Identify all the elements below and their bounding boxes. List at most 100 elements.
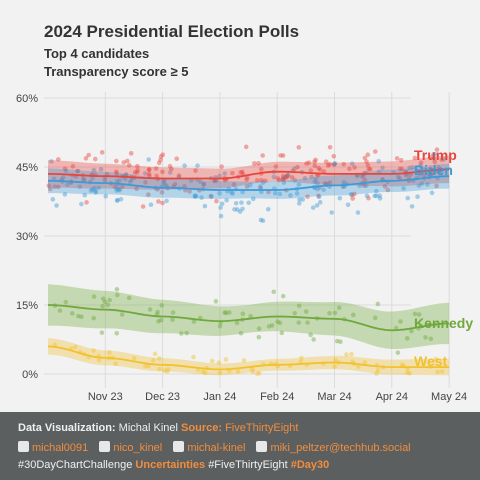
trump-poll-point xyxy=(277,177,282,183)
trump-poll-point xyxy=(429,172,434,178)
biden-poll-point xyxy=(265,206,271,212)
trump-poll-point xyxy=(231,182,237,187)
trump-poll-point xyxy=(280,153,286,158)
biden-poll-point xyxy=(65,182,70,187)
trump-poll-point xyxy=(317,167,323,172)
trump-poll-point xyxy=(259,177,264,183)
kennedy-poll-point xyxy=(256,326,262,331)
x-tick-label: Dec 23 xyxy=(145,391,180,403)
kennedy-poll-point xyxy=(114,287,120,292)
biden-poll-point xyxy=(103,193,109,199)
biden-poll-point xyxy=(89,187,95,192)
biden-poll-point xyxy=(349,161,355,166)
trump-poll-point xyxy=(278,153,283,158)
kennedy-poll-point xyxy=(119,312,125,317)
trump-poll-point xyxy=(154,173,159,179)
trump-poll-point xyxy=(360,174,366,179)
biden-poll-point xyxy=(337,195,343,201)
biden-poll-point xyxy=(218,205,223,210)
kennedy-poll-point xyxy=(222,310,227,315)
trump-poll-point xyxy=(266,189,271,195)
biden-poll-point xyxy=(98,166,104,172)
biden-poll-point xyxy=(148,202,154,207)
trump-poll-point xyxy=(296,145,302,150)
biden-poll-point xyxy=(49,159,54,164)
biden-poll-point xyxy=(115,186,120,192)
x-tick-label: Mar 24 xyxy=(317,391,351,403)
kennedy-poll-point xyxy=(114,331,120,336)
twitter-icon xyxy=(99,441,111,452)
trump-poll-point xyxy=(230,170,235,176)
biden-poll-point xyxy=(93,190,99,195)
trump-poll-point xyxy=(48,186,53,192)
trump-poll-point xyxy=(295,164,300,170)
kennedy-poll-point xyxy=(404,336,410,341)
biden-trend-line xyxy=(47,175,450,191)
trump-poll-point xyxy=(62,166,68,171)
twitter-handle[interactable]: nico_kinel xyxy=(113,442,163,454)
kennedy-poll-point xyxy=(79,314,84,319)
biden-poll-point xyxy=(209,194,214,199)
biden-poll-point xyxy=(123,176,128,182)
biden-poll-point xyxy=(432,151,437,157)
trump-poll-point xyxy=(146,167,152,172)
trump-poll-point xyxy=(114,171,120,176)
trump-poll-point xyxy=(201,181,206,187)
trump-poll-point xyxy=(421,172,427,178)
biden-poll-point xyxy=(310,205,316,210)
biden-poll-point xyxy=(188,178,194,183)
biden-poll-point xyxy=(60,175,66,180)
trump-poll-point xyxy=(436,165,441,170)
trump-poll-point xyxy=(308,168,314,173)
kennedy-poll-point xyxy=(416,312,422,317)
biden-poll-point xyxy=(235,207,240,212)
chart-subtitle-2: Transparency score ≥ 5 xyxy=(44,64,189,79)
trump-poll-point xyxy=(99,150,105,155)
kennedy-poll-point xyxy=(292,310,298,316)
trump-poll-point xyxy=(140,204,146,209)
biden-poll-point xyxy=(427,171,433,177)
biden-poll-point xyxy=(224,197,229,203)
biden-poll-point xyxy=(233,200,239,206)
trump-poll-point xyxy=(143,180,148,185)
source-value[interactable]: FiveThirtyEight xyxy=(225,422,299,434)
trump-poll-point xyxy=(113,169,119,175)
west-poll-point xyxy=(299,355,304,361)
viz-label: Data Visualization: xyxy=(18,422,116,434)
trump-poll-point xyxy=(167,163,173,169)
trump-poll-point xyxy=(81,177,86,182)
biden-poll-point xyxy=(312,179,318,184)
trump-poll-point xyxy=(176,173,182,178)
west-poll-point xyxy=(349,351,354,357)
biden-poll-point xyxy=(50,197,56,202)
biden-poll-point xyxy=(218,213,224,219)
trump-poll-point xyxy=(120,184,125,190)
gridlines xyxy=(44,92,450,388)
biden-poll-point xyxy=(182,163,187,169)
kennedy-poll-point xyxy=(158,317,164,323)
biden-poll-point xyxy=(199,195,204,200)
biden-poll-point xyxy=(167,170,173,175)
kennedy-poll-point xyxy=(100,296,106,302)
west-poll-point xyxy=(374,371,379,376)
west-poll-point xyxy=(333,357,338,363)
trump-poll-point xyxy=(135,167,140,173)
west-label: West xyxy=(414,353,448,369)
mastodon-handle[interactable]: miki_peltzer@techhub.social xyxy=(270,442,411,454)
trump-poll-point xyxy=(146,192,151,197)
west-poll-point xyxy=(256,370,262,376)
kennedy-poll-point xyxy=(179,331,184,336)
github-handle[interactable]: michal0091 xyxy=(32,442,89,454)
trump-poll-point xyxy=(312,163,318,169)
west-poll-point xyxy=(404,370,410,375)
trump-poll-point xyxy=(364,159,369,164)
linkedin-handle[interactable]: michal-kinel xyxy=(187,442,246,454)
trump-poll-point xyxy=(156,160,162,166)
biden-poll-point xyxy=(395,174,401,180)
trump-poll-point xyxy=(147,173,152,179)
kennedy-poll-point xyxy=(372,315,378,321)
trump-poll-point xyxy=(399,166,405,172)
trump-poll-point xyxy=(432,159,438,165)
west-poll-point xyxy=(165,367,171,372)
biden-poll-point xyxy=(82,192,88,198)
